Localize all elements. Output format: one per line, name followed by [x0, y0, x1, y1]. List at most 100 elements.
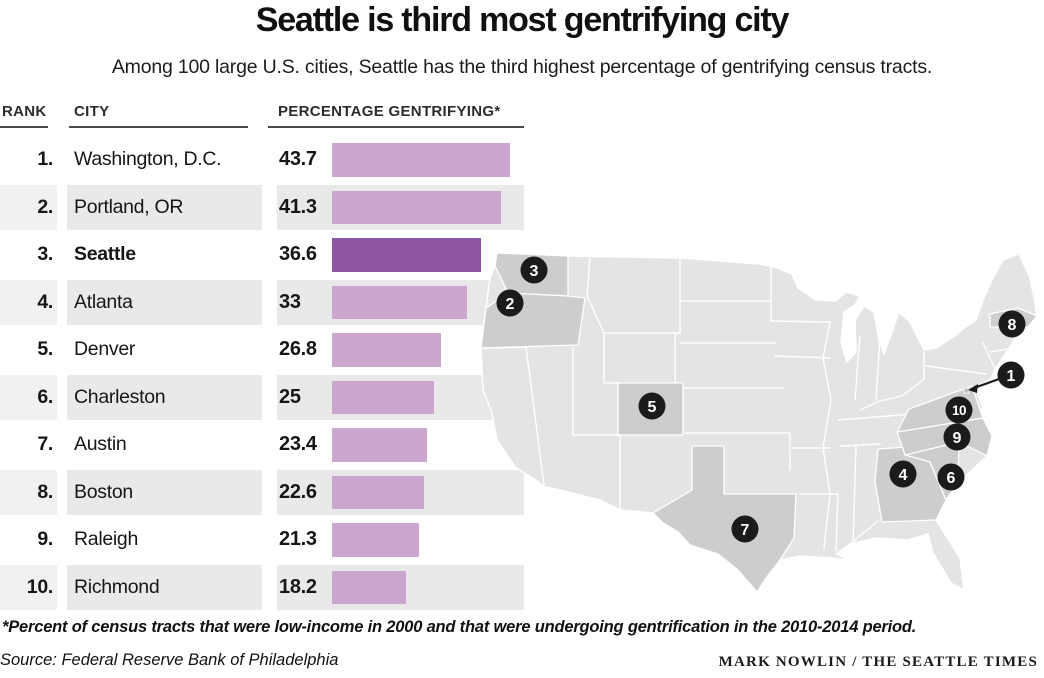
bar: [332, 570, 407, 604]
header-rule: [268, 126, 524, 128]
rank-cell: 5.: [37, 338, 53, 360]
value-cell: 43.7: [279, 148, 317, 170]
table-row: 4. Atlanta 33: [0, 279, 524, 327]
svg-text:3: 3: [530, 263, 539, 280]
map-marker-9: 9: [943, 423, 971, 451]
dc-leader-line: [973, 377, 1000, 390]
city-cell: Austin: [74, 433, 127, 455]
column-header-city: CITY: [74, 103, 110, 120]
table-row: 7. Austin 23.4: [0, 421, 524, 469]
rank-cell: 3.: [37, 243, 53, 265]
city-cell: Washington, D.C.: [74, 148, 222, 170]
bar: [332, 333, 442, 367]
bar: [332, 190, 501, 224]
row-stripe: [67, 469, 262, 515]
table-row: 8. Boston 22.6: [0, 469, 524, 517]
svg-text:8: 8: [1008, 317, 1017, 334]
rank-cell: 1.: [37, 148, 53, 170]
subtitle: Among 100 large U.S. cities, Seattle has…: [111, 56, 933, 78]
svg-text:10: 10: [952, 403, 966, 418]
value-cell: 21.3: [279, 528, 317, 550]
footnote: *Percent of census tracts that were low-…: [2, 618, 917, 636]
row-stripe: [67, 184, 262, 230]
row-stripe: [0, 374, 57, 420]
city-cell: Seattle: [74, 243, 136, 265]
bar: [332, 143, 511, 177]
credit-line: MARK NOWLIN / THE SEATTLE TIMES: [718, 654, 1038, 670]
row-stripe: [0, 184, 57, 230]
row-stripe: [67, 279, 262, 325]
header-rule: [0, 126, 48, 128]
svg-text:1: 1: [1007, 368, 1016, 385]
us-map: 1 2 3 4 5 6 7 8 9 10: [480, 252, 1038, 593]
table-row: 10. Richmond 18.2: [0, 564, 524, 612]
svg-text:4: 4: [899, 467, 908, 484]
svg-text:7: 7: [741, 522, 750, 539]
source-line: Source: Federal Reserve Bank of Philadel…: [0, 651, 339, 669]
row-stripe: [67, 564, 262, 610]
rank-cell: 10.: [26, 575, 54, 598]
rank-cell: 7.: [37, 433, 53, 455]
ranking-table: 1. Washington, D.C. 43.7 2. Portland, OR…: [0, 136, 524, 611]
map-marker-7: 7: [731, 515, 759, 543]
map-marker-10: 10: [945, 396, 973, 424]
city-cell: Denver: [74, 338, 136, 360]
row-stripe: [0, 469, 57, 515]
city-cell: Charleston: [74, 385, 166, 408]
column-header-rank: RANK: [2, 103, 47, 120]
row-stripe: [0, 279, 57, 325]
dc-leader-arrow: [968, 384, 978, 393]
row-stripe: [0, 564, 57, 610]
bar: [332, 475, 425, 509]
value-cell: 41.3: [279, 195, 317, 218]
city-cell: Raleigh: [74, 528, 139, 550]
value-cell: 33: [279, 290, 301, 313]
row-stripe: [67, 374, 262, 420]
map-marker-3: 3: [520, 256, 548, 284]
rank-cell: 2.: [37, 195, 53, 218]
state-dc: [963, 387, 970, 394]
state-borders: [480, 257, 1014, 552]
table-row: 3. Seattle 36.6: [0, 231, 524, 279]
table-row: 9. Raleigh 21.3: [0, 516, 524, 564]
state-texas: [652, 445, 797, 593]
value-cell: 25: [279, 385, 301, 408]
rank-cell: 8.: [37, 480, 53, 503]
value-cell: 22.6: [279, 480, 317, 503]
value-cell: 23.4: [279, 433, 317, 455]
rank-cell: 4.: [37, 290, 53, 313]
header-rule: [69, 126, 248, 128]
bar: [332, 238, 482, 272]
state-oregon: [480, 292, 586, 349]
table-row: 1. Washington, D.C. 43.7: [0, 136, 524, 184]
city-cell: Portland, OR: [74, 195, 184, 218]
rank-cell: 9.: [37, 528, 53, 550]
map-marker-4: 4: [889, 460, 917, 488]
svg-text:9: 9: [953, 430, 962, 447]
bar: [332, 285, 467, 319]
city-cell: Boston: [74, 480, 133, 503]
map-marker-8: 8: [998, 310, 1026, 338]
map-marker-1: 1: [997, 361, 1025, 389]
svg-text:2: 2: [506, 296, 515, 313]
map-marker-2: 2: [496, 289, 524, 317]
svg-text:6: 6: [947, 470, 956, 487]
rank-cell: 6.: [37, 385, 53, 408]
table-row: 2. Portland, OR 41.3: [0, 184, 524, 232]
value-cell: 18.2: [279, 575, 317, 598]
map-marker-5: 5: [638, 392, 666, 420]
bar: [332, 428, 428, 462]
map-marker-6: 6: [937, 463, 965, 491]
city-cell: Richmond: [74, 575, 160, 598]
column-header-percentage: PERCENTAGE GENTRIFYING*: [278, 103, 501, 120]
city-cell: Atlanta: [74, 290, 133, 313]
value-cell: 26.8: [279, 338, 317, 360]
value-cell: 36.6: [279, 243, 317, 265]
table-row: 6. Charleston 25: [0, 374, 524, 422]
table-row: 5. Denver 26.8: [0, 326, 524, 374]
bar: [332, 523, 419, 557]
svg-text:5: 5: [648, 399, 657, 416]
page-title: Seattle is third most gentrifying city: [255, 1, 790, 39]
bar: [332, 380, 434, 414]
